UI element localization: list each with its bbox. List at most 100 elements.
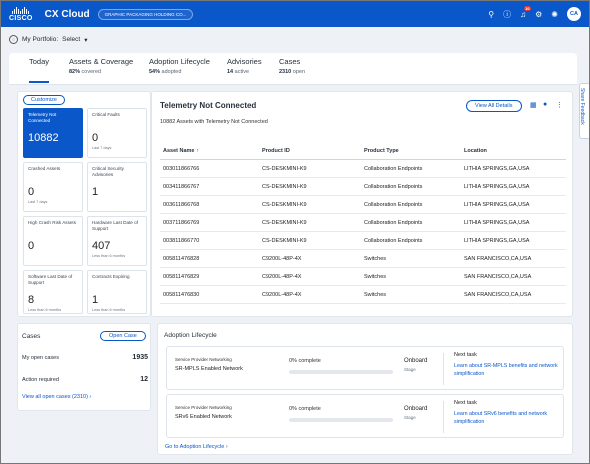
tab-label: Today <box>29 57 50 66</box>
kpi-telemetry-not-connected[interactable]: Telemetry Not Connected 10882 <box>23 108 83 158</box>
tab-assets-coverage[interactable]: Assets & Coverage 82% covered <box>69 57 133 75</box>
view-all-open-cases-link[interactable]: View all open cases (2310) › <box>22 394 92 400</box>
caret-down-icon: ▾ <box>84 36 88 44</box>
card-category: Service Provider Networking <box>175 357 232 362</box>
kpi-hardware-last-date-support[interactable]: Hardware Last Date of Support 407 Less t… <box>87 216 147 266</box>
table-row[interactable]: 003011866766 CS-DESKMINI-K9 Collaboration … <box>160 160 566 178</box>
cell-location: LITHIA SPRINGS,GA,USA <box>464 219 530 226</box>
kpi-value: 407 <box>92 240 111 252</box>
help-icon[interactable]: ⓘ <box>503 9 512 19</box>
map-pin-icon[interactable]: ● <box>543 101 548 108</box>
tab-stat-label: covered <box>81 69 102 75</box>
next-task-link[interactable]: Learn about SR-MPLS benefits and network… <box>454 363 558 377</box>
kpi-label: Critical Faults <box>92 112 120 117</box>
tab-stat: 14 <box>227 69 234 75</box>
tab-label: Adoption Lifecycle <box>149 57 210 66</box>
column-header-location[interactable]: Location <box>464 147 487 154</box>
kpi-crashed-assets[interactable]: Crashed Assets 0 Last 7 days <box>23 162 83 212</box>
search-icon[interactable]: ⚲ <box>488 9 495 19</box>
gear-icon[interactable]: ✺ <box>551 9 558 19</box>
kpi-value: 10882 <box>28 132 59 144</box>
assets-table: Asset Name ↑ Product ID Product Type Loc… <box>160 142 566 304</box>
portfolio-label: My Portfolio: <box>22 36 59 43</box>
adoption-card-sr-mpls[interactable]: Service Provider Networking SR-MPLS Enab… <box>166 346 564 390</box>
card-stage-label: Stage <box>404 367 416 372</box>
tab-cases[interactable]: Cases 2310 open <box>279 57 305 75</box>
telemetry-panel: Telemetry Not Connected 10882 Assets wit… <box>151 91 573 317</box>
table-row[interactable]: 005811476829 C9200L-48P-4X Switches SAN FRA… <box>160 268 566 286</box>
customize-button[interactable]: Customize <box>23 95 65 105</box>
cell-product-id: C9200L-48P-4X <box>262 291 302 298</box>
cell-location: SAN FRANCISCO,CA,USA <box>464 291 532 298</box>
open-case-button[interactable]: Open Case <box>100 331 146 341</box>
kpi-critical-security-advisories[interactable]: Critical Security Advisories 1 <box>87 162 147 212</box>
cell-asset-name: 005811476830 <box>163 291 200 298</box>
cell-location: LITHIA SPRINGS,GA,USA <box>464 201 530 208</box>
cisco-logo-bars <box>12 6 30 14</box>
kpi-panel: Customize Telemetry Not Connected 10882 … <box>17 91 151 317</box>
tab-adoption-lifecycle[interactable]: Adoption Lifecycle 54% adopted <box>149 57 210 75</box>
cell-location: SAN FRANCISCO,CA,USA <box>464 255 532 262</box>
kpi-contracts-expiring[interactable]: Contracts Expiring 1 Less than 6 months <box>87 270 147 314</box>
table-row[interactable]: 003711866769 CS-DESKMINI-K9 Collaboration … <box>160 214 566 232</box>
portfolio-value: Select <box>62 36 81 43</box>
cell-product-id: CS-DESKMINI-K9 <box>262 219 307 226</box>
portfolio-icon: ◌ <box>9 35 18 44</box>
column-header-product-id[interactable]: Product ID <box>262 147 290 154</box>
progress-bar <box>289 370 393 374</box>
table-row[interactable]: 003611866768 CS-DESKMINI-K9 Collaboration … <box>160 196 566 214</box>
column-header-product-type[interactable]: Product Type <box>364 147 399 154</box>
kpi-sublabel: Less than 6 months <box>92 254 126 258</box>
tab-label: Assets & Coverage <box>69 57 134 66</box>
tab-stat-label: active <box>234 69 250 75</box>
card-percent: 0% complete <box>289 358 321 364</box>
my-open-cases-row[interactable]: My open cases 1935 <box>22 354 148 361</box>
kpi-value: 1 <box>92 186 99 198</box>
cell-product-id: C9200L-48P-4X <box>262 273 302 280</box>
table-row[interactable]: 003411866767 CS-DESKMINI-K9 Collaboration … <box>160 178 566 196</box>
bell-icon[interactable]: ♫ 10 <box>520 5 531 19</box>
kpi-critical-faults[interactable]: Critical Faults 0 Last 7 days <box>87 108 147 158</box>
table-row[interactable]: 005811476830 C9200L-48P-4X Switches SAN FRA… <box>160 286 566 304</box>
app-title: CX Cloud <box>44 8 90 20</box>
tab-label: Advisories <box>227 57 262 66</box>
top-navigation-bar: CISCO CX Cloud GRAPHIC PACKAGING HOLDING… <box>1 1 589 27</box>
cell-asset-name: 005811476829 <box>163 273 200 280</box>
kpi-high-crash-risk[interactable]: High Crash Risk Assets 0 <box>23 216 83 266</box>
column-header-asset-name[interactable]: Asset Name ↑ <box>163 147 199 154</box>
kpi-value: 8 <box>28 294 35 306</box>
cell-product-type: Switches <box>364 291 387 298</box>
next-task-label: Next task <box>454 400 477 406</box>
go-to-adoption-lifecycle-link[interactable]: Go to Adoption Lifecycle › <box>165 444 228 450</box>
tab-stat-label: adopted <box>161 69 182 75</box>
tab-today[interactable]: Today <box>29 57 50 83</box>
cell-asset-name: 003611866768 <box>163 201 200 208</box>
adoption-card-srv6[interactable]: Service Provider Networking SRv6 Enabled… <box>166 394 564 438</box>
cell-product-type: Switches <box>364 273 387 280</box>
portfolio-selector[interactable]: ◌ My Portfolio: Select ▾ <box>9 35 87 44</box>
cases-panel: Cases Open Case My open cases 1935 Actio… <box>17 323 151 411</box>
tab-stat: 54% <box>149 69 161 75</box>
share-feedback-tab[interactable]: Share Feedback <box>579 83 589 139</box>
action-required-row[interactable]: Action required 12 <box>22 376 148 383</box>
company-selector-chip[interactable]: GRAPHIC PACKAGING HOLDING CO... <box>97 8 194 20</box>
more-options-icon[interactable]: ⋮ <box>556 102 563 109</box>
settings-icon[interactable]: ⚙ <box>535 9 543 19</box>
view-all-details-button[interactable]: View All Details <box>466 100 522 112</box>
kpi-value: 0 <box>28 186 35 198</box>
cisco-logo[interactable]: CISCO <box>9 6 33 22</box>
tab-advisories[interactable]: Advisories 14 active <box>227 57 262 75</box>
cell-location: SAN FRANCISCO,CA,USA <box>464 273 532 280</box>
avatar[interactable]: CA <box>567 7 581 21</box>
next-task-link[interactable]: Learn about SRv6 benefits and network si… <box>454 411 548 425</box>
cell-product-type: Collaboration Endpoints <box>364 183 423 190</box>
kpi-sublabel: Last 7 days <box>28 200 48 204</box>
table-row[interactable]: 003811866770 CS-DESKMINI-K9 Collaboration … <box>160 232 566 250</box>
tab-stat: 82% <box>69 69 81 75</box>
table-row[interactable]: 005811476828 C9200L-48P-4X Switches SAN FRA… <box>160 250 566 268</box>
cell-product-type: Collaboration Endpoints <box>364 219 423 226</box>
kpi-software-last-date-support[interactable]: Software Last Date of Support 8 Less tha… <box>23 270 83 314</box>
cell-product-type: Collaboration Endpoints <box>364 201 423 208</box>
table-view-icon[interactable]: ▦ <box>530 102 537 109</box>
card-category: Service Provider Networking <box>175 405 232 410</box>
